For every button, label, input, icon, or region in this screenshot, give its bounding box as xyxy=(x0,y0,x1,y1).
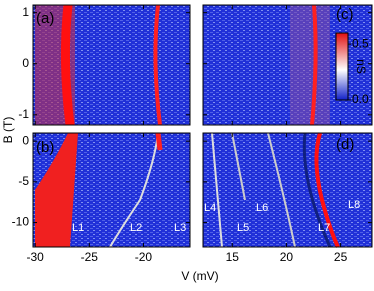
y-tick-label: 0 xyxy=(22,56,29,70)
annotation: L8 xyxy=(348,199,360,211)
y-tick-label: -5 xyxy=(18,174,29,188)
panel-label: (d) xyxy=(336,136,354,153)
x-tick-label: 25 xyxy=(334,250,348,264)
y-tick-label: -10 xyxy=(12,215,30,229)
colorbar-tick-label: 0.0 xyxy=(352,92,369,106)
x-tick-label: -25 xyxy=(81,250,99,264)
panel-a-image xyxy=(33,4,190,126)
annotation: L7 xyxy=(318,222,330,234)
x-axis-label: V (mV) xyxy=(181,269,218,283)
annotation: L3 xyxy=(174,222,186,234)
panel-b-image xyxy=(33,132,190,248)
panel-d-image xyxy=(203,132,372,248)
annotation: L4 xyxy=(204,202,216,214)
panel-label: (a) xyxy=(36,10,54,27)
frames xyxy=(32,4,373,248)
x-tick-label: -20 xyxy=(135,250,153,264)
panel-label: (c) xyxy=(336,6,354,23)
y-tick-label: 0 xyxy=(22,133,29,147)
y-tick-label: -1 xyxy=(18,107,29,121)
y-axis-label: B (T) xyxy=(1,117,15,144)
annotation: L1 xyxy=(72,222,84,234)
annotation: L5 xyxy=(237,222,249,234)
colorbar xyxy=(335,32,349,101)
y-tick-label: 1 xyxy=(22,5,29,19)
x-tick-label: 20 xyxy=(280,250,294,264)
colorbar-tick-label: 0.5 xyxy=(352,36,369,50)
x-tick-label: 15 xyxy=(226,250,240,264)
x-tick-label: -30 xyxy=(26,250,44,264)
annotation: L6 xyxy=(256,202,268,214)
annotation: L2 xyxy=(130,222,142,234)
colorbar-label: nS xyxy=(354,59,368,74)
panel-label: (b) xyxy=(36,139,54,156)
